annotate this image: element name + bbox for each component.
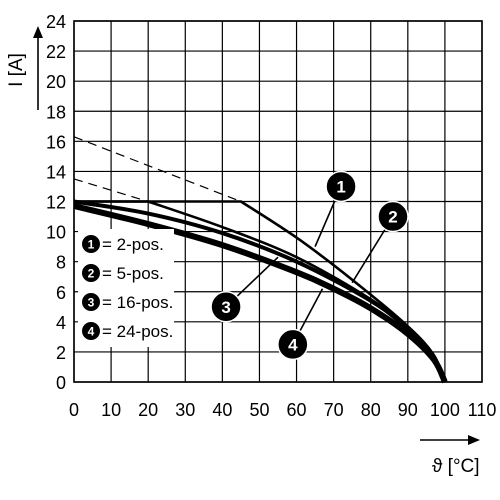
- x-tick-label: 80: [361, 400, 381, 420]
- y-tick-label: 22: [46, 42, 66, 62]
- callout-number-4: 4: [288, 335, 298, 354]
- legend-number-4: 4: [88, 325, 95, 339]
- chart-axes: 0 10 20 30 40 50 60 70 80 90 100 110024681012141618…: [6, 12, 496, 477]
- legend-number-3: 3: [88, 296, 95, 310]
- legend-marker-1: [82, 235, 100, 253]
- legend-number-1: 1: [88, 238, 95, 252]
- y-axis-label: I [A]: [6, 53, 27, 87]
- y-tick-label: 12: [46, 193, 66, 213]
- y-tick-label: 2: [56, 343, 66, 363]
- x-tick-label: 10: [101, 400, 121, 420]
- legend-label-3: = 16-pos.: [102, 293, 173, 312]
- x-tick-label: 0: [69, 400, 79, 420]
- legend-label-1: = 2-pos.: [102, 235, 164, 254]
- callout-marker-4: [277, 328, 309, 361]
- y-tick-label: 20: [46, 72, 66, 92]
- legend-marker-4: [82, 322, 100, 340]
- chart-curves: [73, 136, 448, 384]
- dashed-extension-line: [73, 178, 149, 203]
- series-4-line: [73, 203, 448, 384]
- chart-callouts: 1 2 3 4: [210, 170, 409, 361]
- callout-number-1: 1: [336, 177, 345, 196]
- x-tick-label: 30: [175, 400, 195, 420]
- legend-marker-3: [82, 293, 100, 311]
- legend-number-2: 2: [88, 267, 95, 281]
- y-tick-label: 10: [46, 223, 66, 243]
- x-axis-label: ϑ [°C]: [432, 456, 480, 477]
- x-tick-label: 40: [212, 400, 232, 420]
- y-tick-label: 18: [46, 102, 66, 122]
- x-axis-arrow-head: [468, 435, 480, 445]
- x-tick-label: 70: [324, 400, 344, 420]
- callout-marker-1: [325, 170, 357, 203]
- y-axis-arrow-head: [33, 26, 43, 38]
- y-tick-label: 8: [56, 253, 66, 273]
- callout-number-2: 2: [388, 208, 397, 227]
- x-tick-label: 60: [287, 400, 307, 420]
- y-tick-label: 0: [56, 373, 66, 393]
- callout-marker-3: [210, 291, 242, 323]
- chart-legend: 1 = 2-pos. 2 = 5-pos. 3 = 16-pos. 4 = 24-pos.: [78, 229, 174, 347]
- x-tick-label: 100: [430, 400, 460, 420]
- y-tick-label: 16: [46, 132, 66, 152]
- x-tick-label: 50: [249, 400, 269, 420]
- legend-label-2: = 5-pos.: [102, 264, 164, 283]
- legend-label-4: = 24-pos.: [102, 322, 173, 341]
- x-tick-label: 90: [398, 400, 418, 420]
- y-tick-label: 14: [46, 162, 66, 182]
- x-tick-label: 110: [468, 400, 497, 420]
- callout-marker-2: [377, 200, 409, 233]
- callout-number-3: 3: [221, 298, 230, 317]
- y-tick-label: 24: [46, 12, 66, 32]
- y-tick-label: 6: [56, 283, 66, 303]
- x-tick-label: 20: [138, 400, 158, 420]
- legend-marker-2: [82, 264, 100, 282]
- y-tick-label: 4: [56, 313, 66, 333]
